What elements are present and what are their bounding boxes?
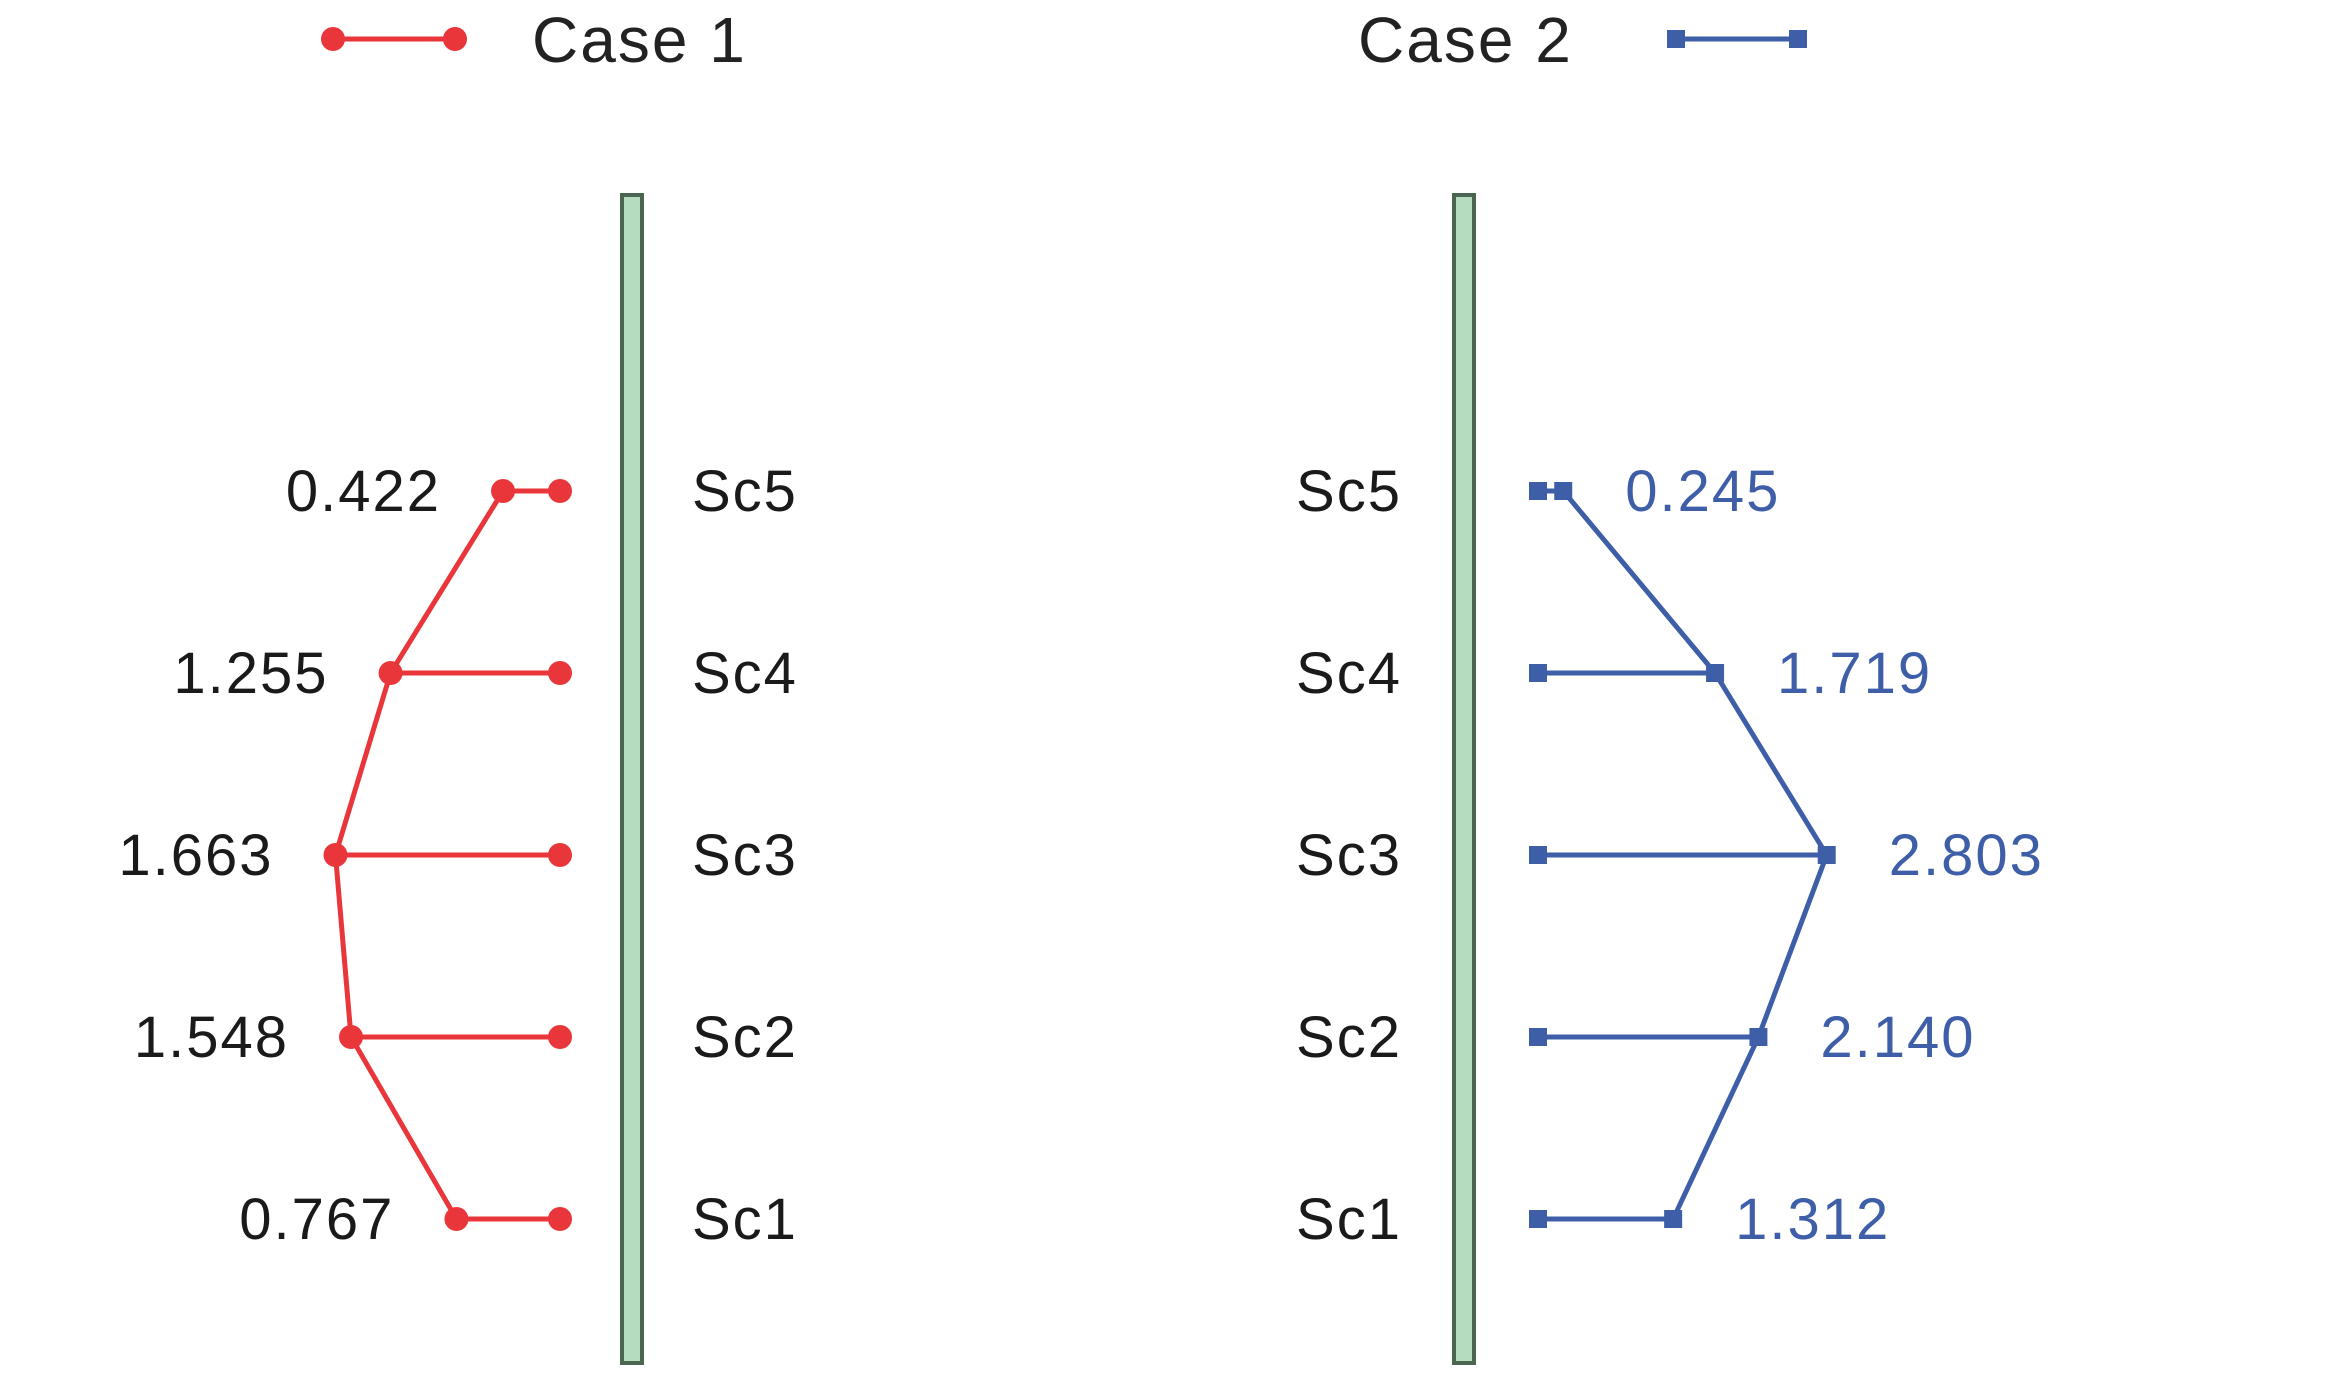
series-case-2: 1.312 2.140 2.803 1.719 0.245 Sc1 Sc2 Sc… (1296, 459, 2044, 1252)
case-2-value-labels: 1.312 2.140 2.803 1.719 0.245 (1625, 459, 2044, 1252)
case-1-category-sc4: Sc4 (692, 641, 798, 706)
case-1-marker-sc4-value (378, 661, 403, 685)
case-1-value-labels: 0.767 1.548 1.663 1.255 0.422 (118, 459, 441, 1252)
case-2-value-sc4: 1.719 (1777, 641, 1932, 706)
case-1-marker-sc2-base (548, 1025, 572, 1049)
case-1-marker-sc3-base (548, 843, 572, 867)
case-1-category-sc3: Sc3 (692, 823, 798, 888)
case-1-marker-sc1-value (444, 1207, 469, 1231)
case-2-marker-sc2-base (1529, 1028, 1547, 1046)
wall-case-1 (620, 193, 644, 1365)
case-2-marker-sc1-base (1529, 1210, 1547, 1228)
legend-marker-case-2-left (1667, 30, 1685, 48)
case-2-marker-sc4-base (1529, 664, 1547, 682)
case-2-connectors (1538, 488, 1827, 1222)
series-case-1: 0.767 1.548 1.663 1.255 0.422 Sc1 Sc2 Sc… (118, 459, 798, 1252)
case-2-category-sc3: Sc3 (1296, 823, 1402, 888)
case-2-marker-sc5-value (1554, 482, 1573, 500)
legend-entry-case-2: Case 2 (1358, 4, 1807, 76)
case-1-value-sc2: 1.548 (134, 1005, 289, 1070)
case-2-marker-sc1-value (1664, 1210, 1683, 1228)
case-2-marker-sc4-value (1706, 664, 1725, 682)
case-1-category-sc5: Sc5 (692, 459, 798, 524)
case-2-value-sc2: 2.140 (1820, 1005, 1975, 1070)
case-2-category-sc2: Sc2 (1296, 1005, 1402, 1070)
legend-marker-case-1-left (321, 27, 345, 51)
legend-label-case-1: Case 1 (532, 4, 747, 76)
case-1-value-sc3: 1.663 (118, 823, 273, 888)
case-1-value-sc1: 0.767 (239, 1187, 394, 1252)
case-2-marker-sc5-base (1529, 482, 1547, 500)
case-1-value-sc5: 0.422 (286, 459, 441, 524)
case-2-value-sc1: 1.312 (1735, 1187, 1890, 1252)
case-1-category-sc2: Sc2 (692, 1005, 798, 1070)
case-2-value-sc5: 0.245 (1625, 459, 1780, 524)
case-1-category-sc1: Sc1 (692, 1187, 798, 1252)
case-1-connectors (335, 488, 560, 1222)
case-1-marker-sc5-value (491, 479, 516, 503)
case-1-marker-sc2-value (339, 1025, 364, 1049)
case-1-value-sc4: 1.255 (173, 641, 328, 706)
wall-case-2 (1452, 193, 1476, 1365)
case-2-category-labels: Sc1 Sc2 Sc3 Sc4 Sc5 (1296, 459, 1402, 1252)
case-1-marker-sc3-value (323, 843, 348, 867)
legend-entry-case-1: Case 1 (321, 4, 747, 76)
legend-marker-case-2-right (1789, 30, 1807, 48)
legend-marker-case-1-right (443, 27, 467, 51)
case-2-category-sc5: Sc5 (1296, 459, 1402, 524)
case-1-marker-sc1-base (548, 1207, 572, 1231)
case-2-category-sc4: Sc4 (1296, 641, 1402, 706)
case-2-marker-sc3-base (1529, 846, 1547, 864)
case-1-category-labels: Sc1 Sc2 Sc3 Sc4 Sc5 (692, 459, 798, 1252)
case-1-marker-sc5-base (548, 479, 572, 503)
case-2-marker-sc3-value (1817, 846, 1836, 864)
case-2-category-sc1: Sc1 (1296, 1187, 1402, 1252)
case-1-markers (323, 479, 572, 1231)
case-1-marker-sc4-base (548, 661, 572, 685)
case-2-value-sc3: 2.803 (1889, 823, 2044, 888)
case-2-marker-sc2-value (1749, 1028, 1768, 1046)
legend: Case 1 Case 2 (321, 4, 1807, 76)
legend-label-case-2: Case 2 (1358, 4, 1573, 76)
case-2-markers (1529, 482, 1836, 1228)
